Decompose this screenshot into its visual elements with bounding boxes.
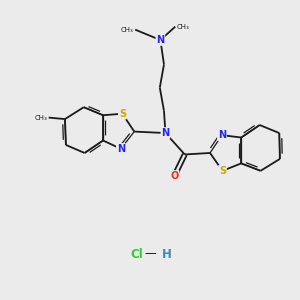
Text: N: N xyxy=(156,35,164,45)
Text: N: N xyxy=(218,130,226,140)
Text: N: N xyxy=(117,144,125,154)
Text: Cl: Cl xyxy=(130,248,143,260)
Text: O: O xyxy=(170,171,178,181)
Text: H: H xyxy=(161,248,171,260)
Text: S: S xyxy=(119,109,126,119)
Text: S: S xyxy=(219,166,226,176)
Text: CH₃: CH₃ xyxy=(121,27,134,33)
Text: CH₃: CH₃ xyxy=(177,24,190,30)
Text: N: N xyxy=(161,128,169,138)
Text: —: — xyxy=(145,248,157,260)
Text: CH₃: CH₃ xyxy=(34,115,47,121)
